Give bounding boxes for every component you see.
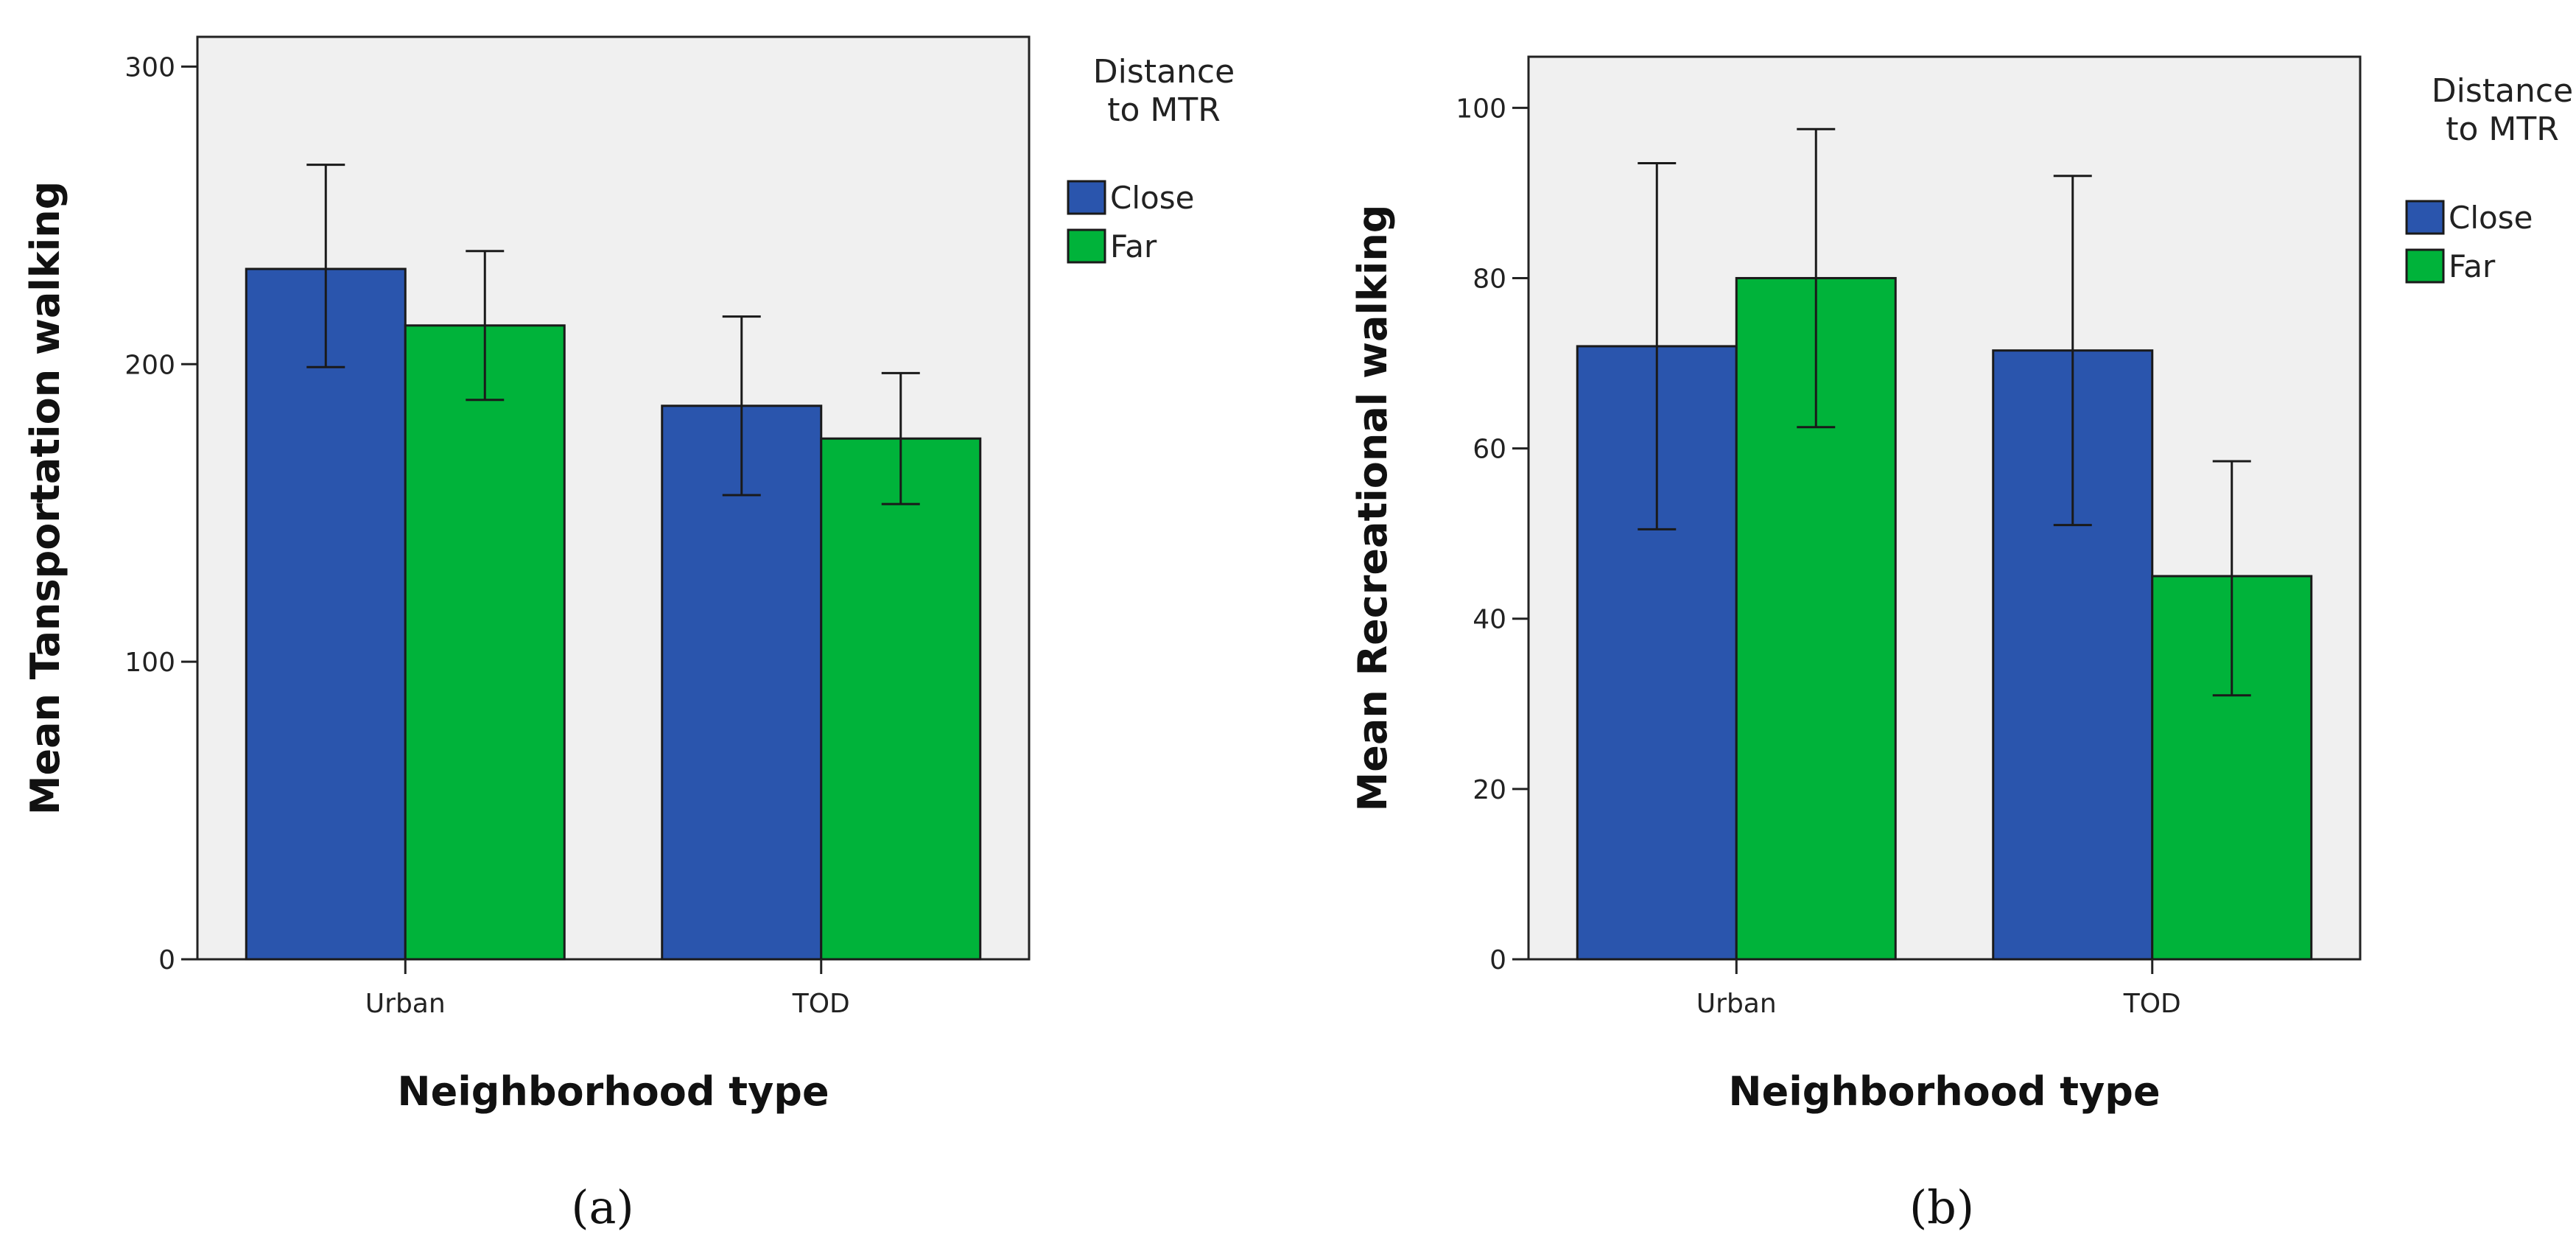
legend-title: to MTR <box>2446 111 2559 148</box>
x-axis-label: Neighborhood type <box>397 1068 829 1115</box>
y-tick-label: 60 <box>1473 435 1506 465</box>
bar-far-tod <box>820 437 982 961</box>
y-tick-label: 0 <box>158 945 175 975</box>
y-tick-label: 300 <box>124 52 175 83</box>
panel-label: (b) <box>1909 1180 1974 1234</box>
legend-swatch-far <box>2405 248 2445 284</box>
x-tick-label: TOD <box>2123 989 2181 1019</box>
y-tick-label: 20 <box>1473 775 1506 805</box>
legend-title: Distance <box>2432 72 2573 110</box>
legend-title: Distance <box>1093 53 1235 91</box>
y-tick-label: 0 <box>1489 945 1506 975</box>
x-tick-label: Urban <box>365 989 446 1019</box>
legend-swatch-far <box>1067 228 1106 264</box>
y-tick-label: 100 <box>124 648 175 678</box>
y-tick-label: 80 <box>1473 264 1506 294</box>
legend-swatch-close <box>2405 200 2445 235</box>
chart-panel-a: 0 100 200 300 Urban TOD Neighborhood type Mean … <box>22 35 1235 1234</box>
bar-close-urban <box>245 267 407 961</box>
legend-title: to MTR <box>1107 91 1221 129</box>
legend-label-far: Far <box>2449 248 2496 284</box>
y-axis-label: Mean Tansportation walking <box>22 181 69 816</box>
legend-label-close: Close <box>1110 180 1194 216</box>
chart-panel-b: 0 20 40 60 80 100 Urban TOD Neighborhood type Mea… <box>1350 55 2573 1234</box>
y-axis-label: Mean Recreational walking <box>1350 205 1396 812</box>
legend-label-far: Far <box>1110 228 1157 265</box>
y-tick-label: 40 <box>1473 605 1506 635</box>
bar-close-tod <box>661 404 823 961</box>
y-tick-label: 200 <box>124 350 175 380</box>
x-tick-label: TOD <box>792 989 850 1019</box>
x-axis-label: Neighborhood type <box>1728 1068 2160 1115</box>
bar-far-urban <box>404 324 566 961</box>
y-tick-label: 100 <box>1456 94 1506 124</box>
legend-swatch-close <box>1067 180 1106 215</box>
x-tick-label: Urban <box>1696 989 1777 1019</box>
panel-label: (a) <box>571 1180 634 1234</box>
legend-label-close: Close <box>2449 200 2533 236</box>
